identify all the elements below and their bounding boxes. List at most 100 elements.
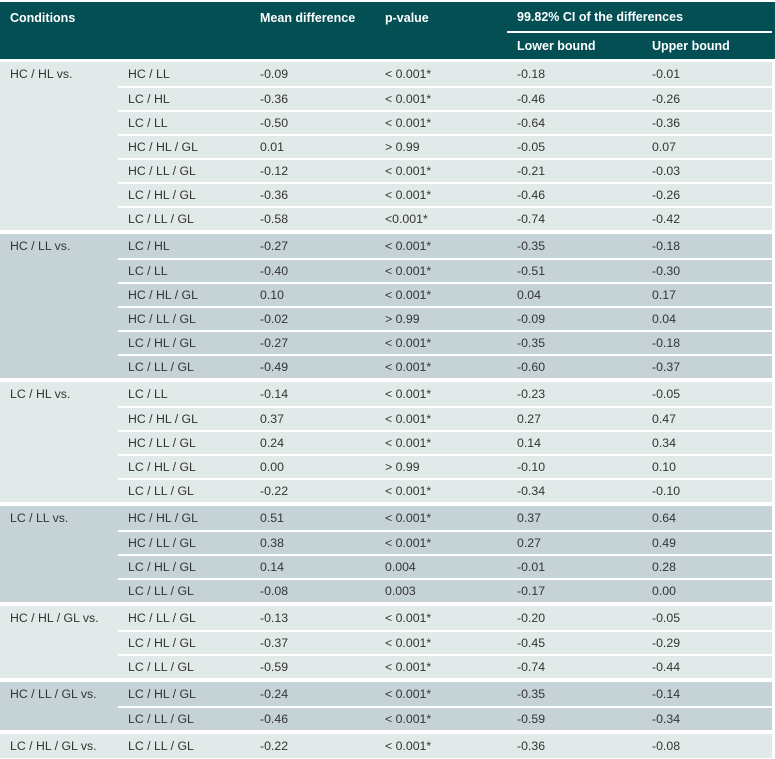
row-mean-difference: 0.10: [260, 288, 284, 302]
table-row: HC / LL / GL 0.24 < 0.001* 0.14 0.34: [118, 430, 772, 454]
row-p-value: < 0.001*: [385, 436, 432, 450]
row-p-value: < 0.001*: [385, 67, 432, 81]
row-lower-bound: 0.14: [517, 436, 541, 450]
row-condition: LC / LL / GL: [128, 712, 194, 726]
table-row: HC / HL / GL 0.37 < 0.001* 0.27 0.47: [118, 406, 772, 430]
row-upper-bound: 0.28: [652, 560, 676, 574]
row-p-value: < 0.001*: [385, 360, 432, 374]
row-p-value: < 0.001*: [385, 712, 432, 726]
group-label: LC / HL vs.: [10, 387, 71, 401]
table-row: HC / HL / GL 0.01 > 0.99 -0.05 0.07: [118, 134, 772, 158]
row-upper-bound: 0.10: [652, 460, 676, 474]
row-condition: LC / HL / GL: [128, 560, 196, 574]
row-upper-bound: -0.36: [652, 116, 681, 130]
row-condition: HC / LL / GL: [128, 436, 196, 450]
condition-group: HC / HL / GL vs. HC / LL / GL -0.13 < 0.001…: [0, 606, 772, 678]
condition-group: LC / HL / GL vs. LC / LL / GL -0.22 < 0.001…: [0, 734, 772, 758]
row-lower-bound: -0.46: [517, 92, 546, 106]
row-condition: HC / HL / GL: [128, 511, 198, 525]
row-p-value: > 0.99: [385, 460, 420, 474]
table-row: LC / LL / GL -0.22 < 0.001* -0.34 -0.10: [118, 478, 772, 502]
table-body: HC / HL vs. HC / LL -0.09 < 0.001* -0.18 -0.0…: [0, 62, 775, 758]
row-p-value: < 0.001*: [385, 687, 432, 701]
row-condition: LC / LL / GL: [128, 212, 194, 226]
row-p-value: < 0.001*: [385, 536, 432, 550]
row-mean-difference: -0.36: [260, 188, 289, 202]
row-lower-bound: -0.59: [517, 712, 546, 726]
table-row: LC / LL -0.50 < 0.001* -0.64 -0.36: [118, 110, 772, 134]
row-p-value: < 0.001*: [385, 92, 432, 106]
row-condition: LC / LL / GL: [128, 584, 194, 598]
condition-group: HC / HL vs. HC / LL -0.09 < 0.001* -0.18 -0.0…: [0, 62, 772, 230]
row-mean-difference: 0.51: [260, 511, 284, 525]
table-header-row-2: Lower bound Upper bound: [0, 33, 775, 59]
group-rows: LC / LL / GL -0.22 < 0.001* -0.36 -0.08: [118, 734, 772, 758]
row-lower-bound: -0.64: [517, 116, 546, 130]
condition-group: LC / LL vs. HC / HL / GL 0.51 < 0.001* 0.37 0…: [0, 506, 772, 602]
row-condition: HC / HL / GL: [128, 288, 198, 302]
row-mean-difference: -0.27: [260, 336, 289, 350]
row-condition: HC / LL: [128, 67, 170, 81]
row-p-value: < 0.001*: [385, 739, 432, 753]
row-lower-bound: 0.27: [517, 536, 541, 550]
row-lower-bound: -0.35: [517, 239, 546, 253]
row-mean-difference: -0.24: [260, 687, 289, 701]
table-row: HC / LL / GL -0.12 < 0.001* -0.21 -0.03: [118, 158, 772, 182]
row-condition: LC / HL / GL: [128, 460, 196, 474]
row-lower-bound: -0.10: [517, 460, 546, 474]
row-p-value: < 0.001*: [385, 264, 432, 278]
row-lower-bound: -0.09: [517, 312, 546, 326]
row-mean-difference: 0.37: [260, 412, 284, 426]
table-row: LC / HL -0.36 < 0.001* -0.46 -0.26: [118, 86, 772, 110]
row-mean-difference: -0.08: [260, 584, 289, 598]
group-rows: HC / LL / GL -0.13 < 0.001* -0.20 -0.05 LC / …: [118, 606, 772, 678]
row-mean-difference: -0.36: [260, 92, 289, 106]
row-condition: LC / LL: [128, 264, 168, 278]
header-upper-bound: Upper bound: [652, 39, 730, 53]
table-row: LC / HL / GL -0.27 < 0.001* -0.35 -0.18: [118, 330, 772, 354]
group-rows: LC / LL -0.14 < 0.001* -0.23 -0.05 HC / HL / …: [118, 382, 772, 502]
table-row: HC / LL -0.09 < 0.001* -0.18 -0.01: [118, 62, 772, 86]
row-upper-bound: 0.17: [652, 288, 676, 302]
row-mean-difference: -0.37: [260, 636, 289, 650]
table-row: LC / LL -0.14 < 0.001* -0.23 -0.05: [118, 382, 772, 406]
row-mean-difference: -0.46: [260, 712, 289, 726]
table-row: LC / LL / GL -0.59 < 0.001* -0.74 -0.44: [118, 654, 772, 678]
row-upper-bound: -0.18: [652, 336, 681, 350]
row-condition: LC / HL / GL: [128, 636, 196, 650]
row-upper-bound: -0.44: [652, 660, 681, 674]
header-lower-bound: Lower bound: [517, 39, 596, 53]
row-mean-difference: -0.09: [260, 67, 289, 81]
row-p-value: <0.001*: [385, 212, 428, 226]
row-p-value: < 0.001*: [385, 288, 432, 302]
row-upper-bound: -0.37: [652, 360, 681, 374]
row-lower-bound: -0.34: [517, 484, 546, 498]
row-upper-bound: -0.18: [652, 239, 681, 253]
row-mean-difference: -0.12: [260, 164, 289, 178]
row-mean-difference: -0.59: [260, 660, 289, 674]
group-label: LC / LL vs.: [10, 511, 69, 525]
table-header-row-1: Conditions Mean difference p-value 99.82…: [0, 2, 775, 33]
row-lower-bound: 0.37: [517, 511, 541, 525]
row-condition: LC / LL / GL: [128, 739, 194, 753]
row-mean-difference: -0.14: [260, 387, 289, 401]
row-condition: HC / HL / GL: [128, 140, 198, 154]
row-upper-bound: -0.30: [652, 264, 681, 278]
group-label: HC / LL vs.: [10, 239, 71, 253]
row-lower-bound: -0.51: [517, 264, 546, 278]
row-mean-difference: 0.01: [260, 140, 284, 154]
row-p-value: < 0.001*: [385, 188, 432, 202]
row-condition: HC / LL / GL: [128, 536, 196, 550]
row-p-value: < 0.001*: [385, 387, 432, 401]
row-lower-bound: -0.35: [517, 687, 546, 701]
table-row: LC / HL / GL -0.36 < 0.001* -0.46 -0.26: [118, 182, 772, 206]
row-lower-bound: -0.01: [517, 560, 546, 574]
row-p-value: < 0.001*: [385, 116, 432, 130]
row-p-value: 0.004: [385, 560, 416, 574]
group-label: HC / HL / GL vs.: [10, 611, 99, 625]
row-lower-bound: -0.36: [517, 739, 546, 753]
table-row: LC / LL / GL -0.49 < 0.001* -0.60 -0.37: [118, 354, 772, 378]
row-lower-bound: -0.21: [517, 164, 546, 178]
table-row: LC / HL / GL -0.37 < 0.001* -0.45 -0.29: [118, 630, 772, 654]
